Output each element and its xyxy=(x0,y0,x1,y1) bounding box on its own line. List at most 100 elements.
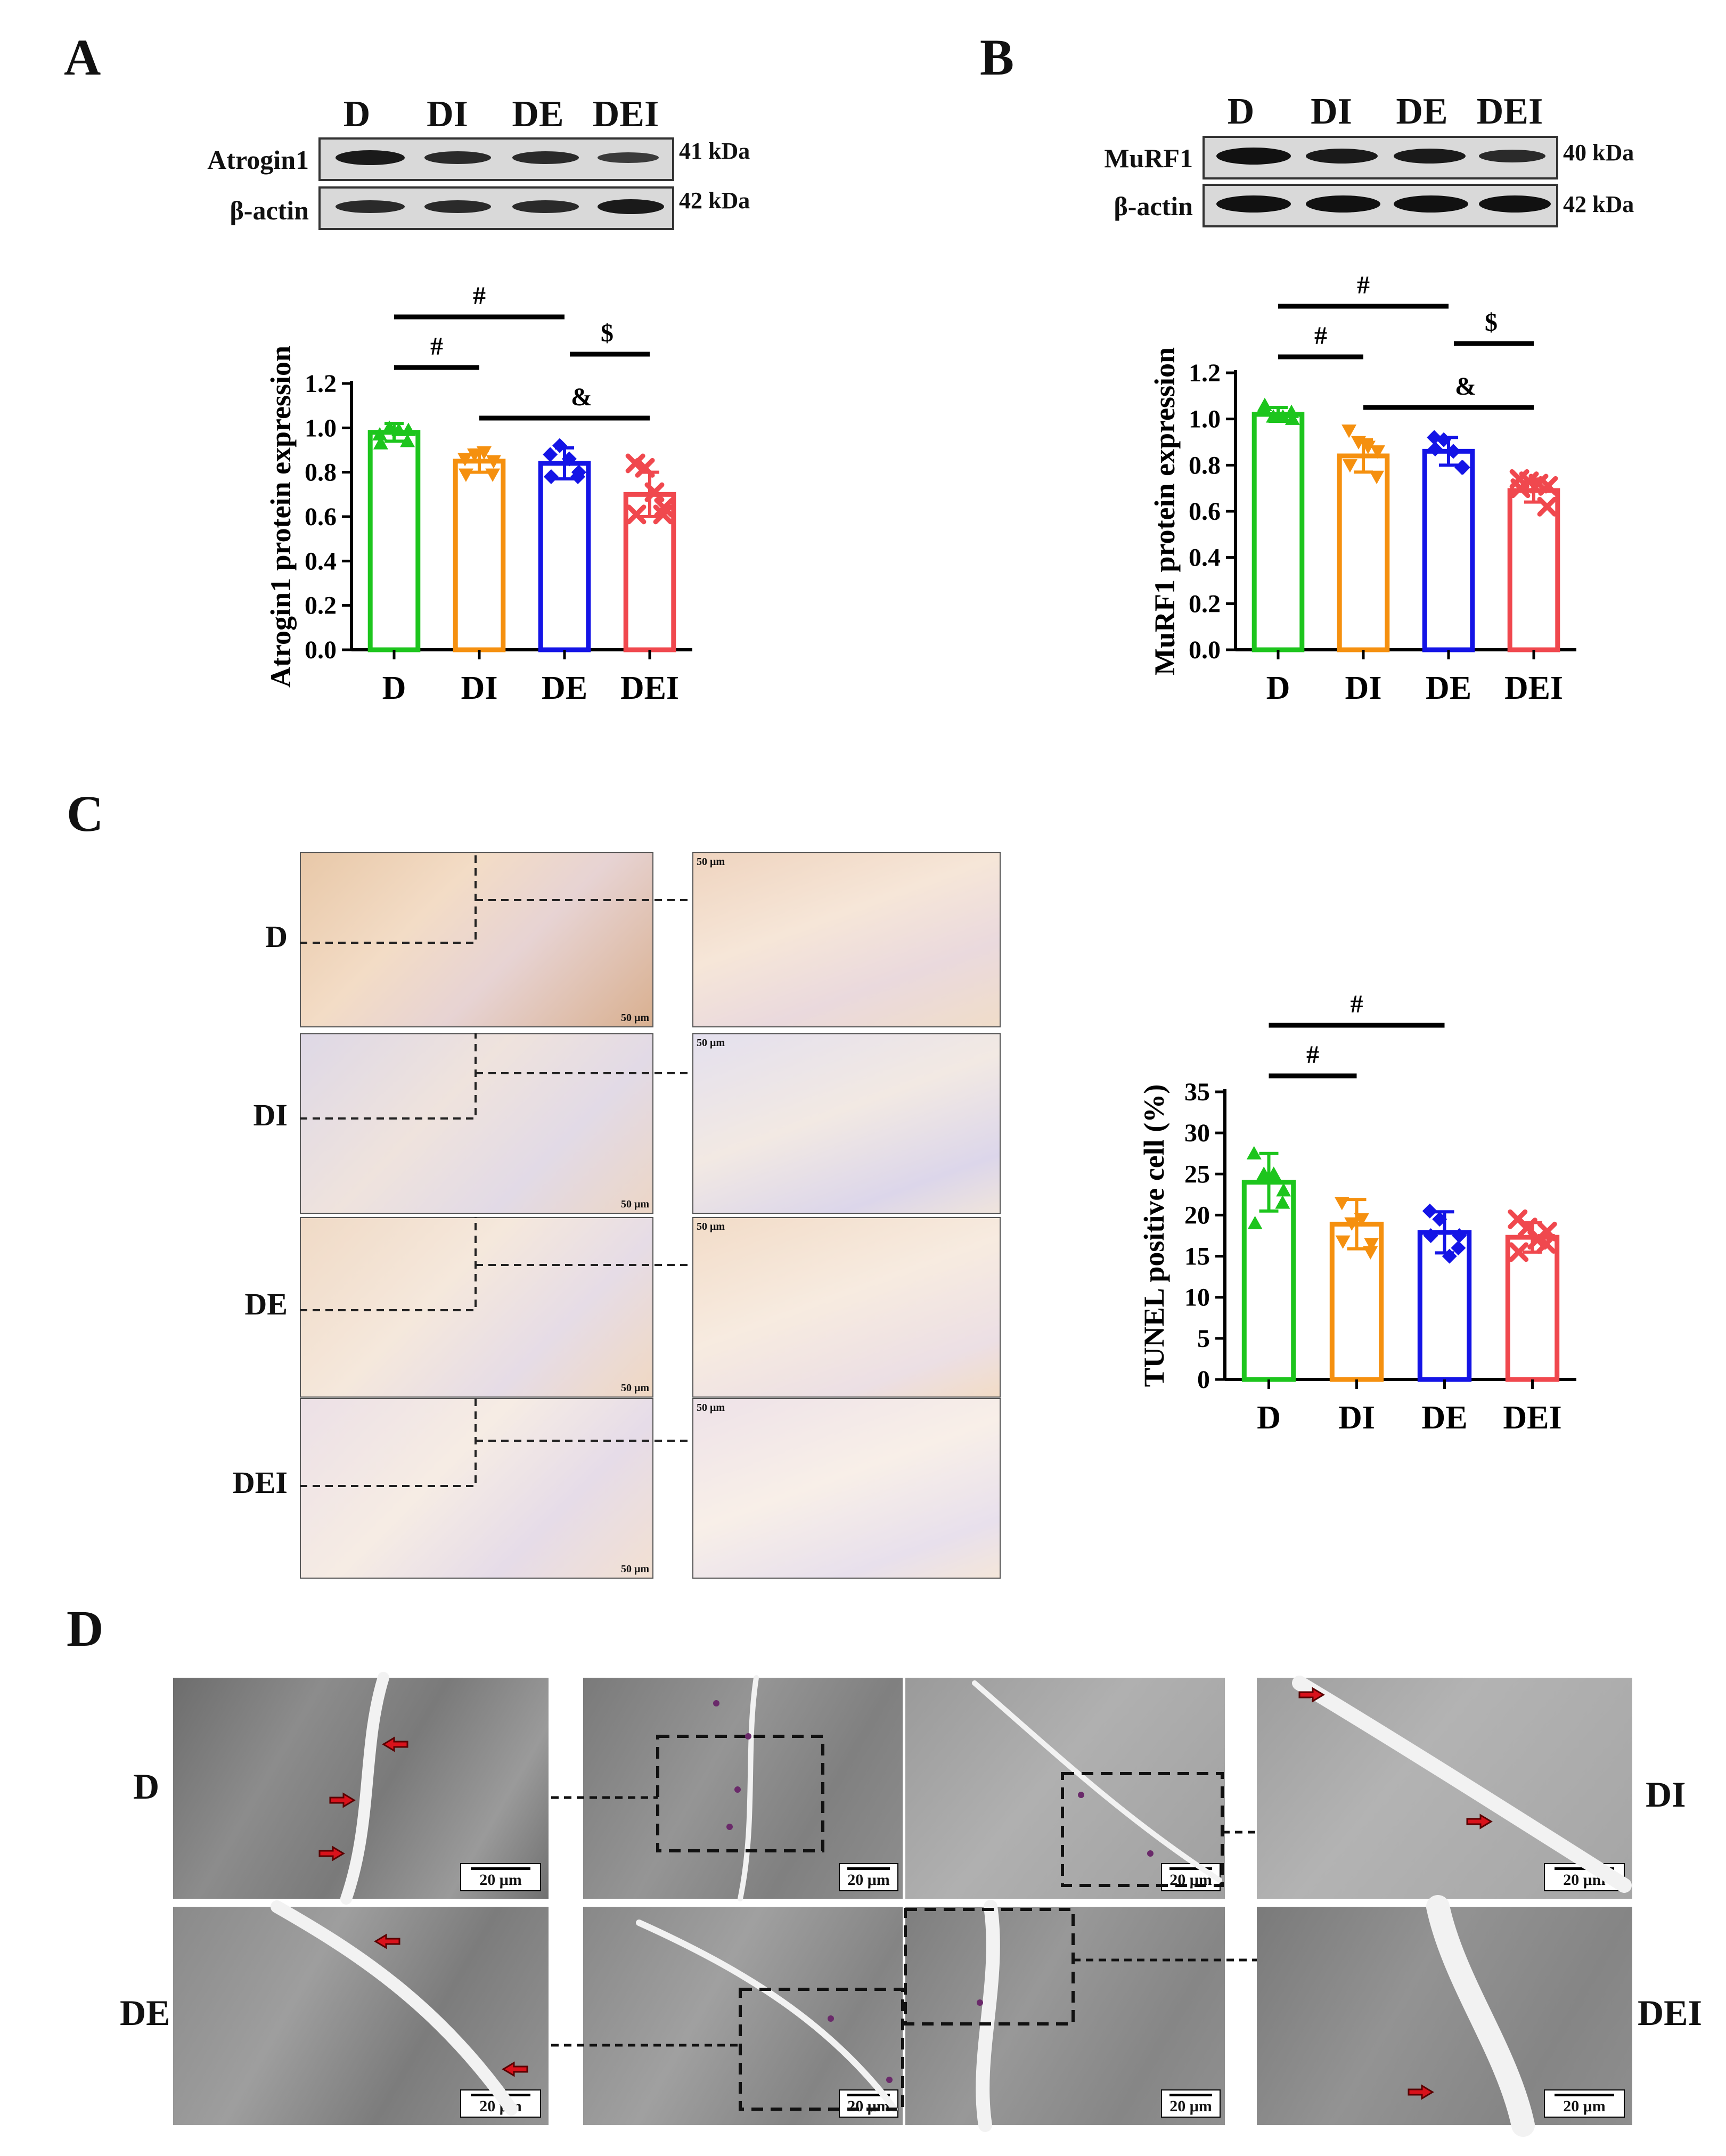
tunel-section-overview: 50 μm xyxy=(300,1033,653,1214)
y-tick-label: 0.4 xyxy=(305,547,337,575)
panel-d-label: D xyxy=(67,1600,104,1657)
em-scale-label: 20 μm xyxy=(1169,2097,1212,2115)
y-tick-label: 0.8 xyxy=(305,459,337,487)
data-point xyxy=(400,434,415,447)
data-point xyxy=(1442,1248,1457,1264)
blot-a-target-label: Atrogin1 xyxy=(207,145,309,175)
em-scale-label: 20 μm xyxy=(1563,1871,1606,1889)
tunel-section-zoom: 50 μm xyxy=(692,852,1001,1027)
data-point xyxy=(1527,1230,1548,1250)
data-point xyxy=(1510,478,1531,499)
scale-bar-label: 50 μm xyxy=(621,1382,649,1394)
panel-d-label-d: D xyxy=(133,1766,160,1807)
y-tick-label: 20 xyxy=(1184,1201,1210,1229)
panel-d-label-di: DI xyxy=(1646,1774,1686,1815)
significance-symbol: & xyxy=(1455,372,1476,401)
scale-bar-label: 50 μm xyxy=(621,1198,649,1210)
em-micrograph: 20 μm xyxy=(905,1678,1225,1899)
bar xyxy=(367,430,421,652)
data-point xyxy=(635,458,655,478)
em-micrograph: 20 μm xyxy=(583,1907,903,2125)
point-group xyxy=(1341,424,1385,484)
em-scale-bar: 20 μm xyxy=(1544,2089,1625,2118)
em-micrograph: 20 μm xyxy=(173,1907,549,2125)
y-tick-label: 0.6 xyxy=(305,503,337,531)
blot-b-group-label: D xyxy=(1227,91,1255,132)
data-point xyxy=(1354,1213,1369,1227)
data-point xyxy=(1341,424,1357,438)
panel-a-label: A xyxy=(64,29,101,86)
em-micrograph: 20 μm xyxy=(1257,1678,1632,1899)
data-point xyxy=(457,453,473,467)
data-point xyxy=(1256,1166,1272,1180)
scale-bar-label: 50 μm xyxy=(621,1012,649,1024)
em-micrograph: 20 μm xyxy=(1257,1907,1632,2125)
x-tick-label: DE xyxy=(1421,1400,1467,1436)
em-micrograph: 20 μm xyxy=(905,1907,1225,2125)
blot-band xyxy=(1216,195,1291,213)
data-point xyxy=(1509,1242,1529,1262)
tunel-section-overview: 50 μm xyxy=(300,852,653,1027)
em-scale-bar: 20 μm xyxy=(839,2089,898,2118)
data-point xyxy=(1445,444,1461,459)
blot-b-group-label: DEI xyxy=(1476,91,1543,132)
panel-c-row-label: DE xyxy=(244,1287,288,1321)
x-tick-label: DE xyxy=(1426,670,1471,706)
em-scale-label: 20 μm xyxy=(847,2097,890,2115)
significance-symbol: # xyxy=(430,332,443,361)
data-point xyxy=(625,453,645,473)
data-point xyxy=(400,422,416,436)
y-tick-label: 0.2 xyxy=(1189,590,1221,618)
data-point xyxy=(1364,1238,1379,1252)
data-point xyxy=(1351,436,1367,450)
y-tick-label: 0.4 xyxy=(1189,544,1221,572)
blot-band xyxy=(424,151,491,164)
murf1-bar-chart: 0.0 0.2 0.4 0.6 0.8 1.0 1.2 MuRF1 protein expre… xyxy=(1149,271,1576,706)
blot-band xyxy=(1479,150,1545,162)
x-tick-label: D xyxy=(382,670,406,706)
blot-band xyxy=(598,199,664,214)
y-tick-label: 15 xyxy=(1184,1243,1210,1271)
scale-bar-label: 50 μm xyxy=(621,1563,649,1575)
y-tick-label: 0.0 xyxy=(305,636,337,664)
significance-symbol: # xyxy=(1314,322,1327,350)
x-tick-label: DI xyxy=(1338,1400,1375,1436)
data-point xyxy=(1432,1212,1447,1227)
y-tick-label: 1.2 xyxy=(305,370,337,398)
blot-b-group-label: DE xyxy=(1396,91,1448,132)
bar xyxy=(1507,488,1560,652)
x-tick-label: D xyxy=(1266,670,1290,706)
data-point xyxy=(1370,445,1385,459)
y-axis-label: TUNEL positive cell (%) xyxy=(1138,1084,1170,1387)
data-point xyxy=(1266,1166,1281,1180)
y-tick-label: 1.0 xyxy=(305,414,337,442)
em-micrograph: 20 μm xyxy=(583,1678,903,1899)
data-point xyxy=(1275,1195,1290,1209)
tunel-bar-chart: 0 5 10 15 20 25 30 35 TUNEL positive cell (%) D DI… xyxy=(1138,990,1576,1436)
point-group xyxy=(1509,469,1558,517)
data-point xyxy=(1284,404,1299,418)
blot-b-control-label: β-actin xyxy=(1114,191,1193,221)
blot-band xyxy=(424,200,491,213)
blot-a-control-label: β-actin xyxy=(230,195,309,225)
scale-bar-label: 50 μm xyxy=(697,856,725,868)
significance-symbol: $ xyxy=(601,319,613,347)
data-point xyxy=(1427,430,1442,445)
y-tick-label: 0.6 xyxy=(1189,497,1221,526)
data-point xyxy=(1427,442,1443,456)
x-tick-label: D xyxy=(1257,1400,1281,1436)
data-point xyxy=(552,438,568,453)
data-point xyxy=(1436,432,1452,447)
scale-bar-label: 50 μm xyxy=(697,1402,725,1414)
blot-band xyxy=(1306,195,1380,213)
em-scale-label: 20 μm xyxy=(479,1871,522,1889)
x-tick-label: DEI xyxy=(1504,670,1563,706)
em-micrograph: 20 μm xyxy=(173,1678,549,1899)
data-point xyxy=(372,427,388,441)
data-point xyxy=(1342,459,1357,473)
y-axis-label: Atrogin1 protein expression xyxy=(265,346,297,688)
em-scale-bar: 20 μm xyxy=(839,1863,898,1891)
em-scale-label: 20 μm xyxy=(1169,1871,1212,1889)
blot-b-control-kda: 42 kDa xyxy=(1563,191,1634,217)
data-point xyxy=(1344,1217,1360,1231)
